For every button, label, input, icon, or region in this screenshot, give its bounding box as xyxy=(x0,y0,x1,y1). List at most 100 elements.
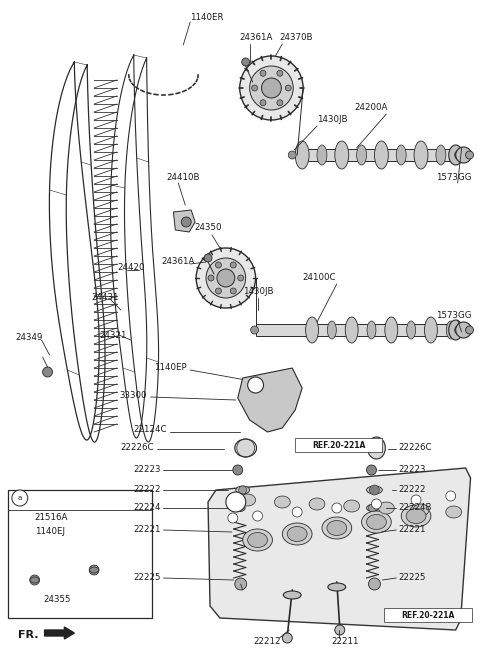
Circle shape xyxy=(247,381,254,389)
Polygon shape xyxy=(255,324,456,336)
Text: 1140EJ: 1140EJ xyxy=(35,528,65,537)
Text: 24349: 24349 xyxy=(15,334,42,343)
Ellipse shape xyxy=(240,494,255,506)
Circle shape xyxy=(282,633,292,643)
Ellipse shape xyxy=(327,321,336,339)
Circle shape xyxy=(369,578,381,590)
Ellipse shape xyxy=(406,509,426,524)
Circle shape xyxy=(12,490,28,506)
Text: 1140ER: 1140ER xyxy=(190,14,224,23)
Circle shape xyxy=(30,575,40,585)
Circle shape xyxy=(233,465,243,475)
Ellipse shape xyxy=(283,591,301,599)
Ellipse shape xyxy=(401,505,431,527)
Text: 24355: 24355 xyxy=(44,596,71,604)
Text: 24350: 24350 xyxy=(194,223,222,232)
Circle shape xyxy=(89,565,99,575)
Circle shape xyxy=(372,499,382,509)
Ellipse shape xyxy=(327,520,347,535)
Ellipse shape xyxy=(345,317,358,343)
Ellipse shape xyxy=(446,506,462,518)
Ellipse shape xyxy=(374,141,388,169)
Circle shape xyxy=(277,100,283,106)
Circle shape xyxy=(235,578,247,590)
Polygon shape xyxy=(173,210,195,232)
Text: 24361A: 24361A xyxy=(161,258,195,267)
Text: 22222: 22222 xyxy=(133,485,160,495)
Polygon shape xyxy=(208,468,470,630)
Ellipse shape xyxy=(407,321,416,339)
Circle shape xyxy=(217,269,235,287)
Text: 22222: 22222 xyxy=(398,485,426,495)
Ellipse shape xyxy=(367,321,376,339)
Circle shape xyxy=(446,491,456,501)
Ellipse shape xyxy=(234,504,245,511)
Circle shape xyxy=(230,288,236,294)
Circle shape xyxy=(285,85,291,91)
Circle shape xyxy=(466,151,473,159)
Text: 22211: 22211 xyxy=(331,637,359,646)
Ellipse shape xyxy=(357,145,367,165)
Ellipse shape xyxy=(449,145,463,165)
Ellipse shape xyxy=(378,502,394,514)
Ellipse shape xyxy=(306,317,319,343)
Ellipse shape xyxy=(235,439,257,457)
Ellipse shape xyxy=(424,317,437,343)
Ellipse shape xyxy=(282,523,312,545)
Circle shape xyxy=(208,275,214,281)
Circle shape xyxy=(456,147,471,163)
Circle shape xyxy=(369,504,376,512)
Text: 22226C: 22226C xyxy=(398,443,432,452)
Text: 1430JB: 1430JB xyxy=(243,288,273,297)
Text: 33300: 33300 xyxy=(119,391,146,400)
Text: 22221: 22221 xyxy=(133,526,160,535)
Text: 24200A: 24200A xyxy=(355,103,388,112)
Circle shape xyxy=(238,275,244,281)
Circle shape xyxy=(292,507,302,517)
Ellipse shape xyxy=(236,486,250,494)
Ellipse shape xyxy=(275,496,290,508)
Bar xyxy=(295,438,383,452)
Circle shape xyxy=(204,254,212,262)
Circle shape xyxy=(455,325,465,335)
Text: 22124C: 22124C xyxy=(133,426,167,434)
Text: 24420: 24420 xyxy=(117,263,144,273)
Text: 24431: 24431 xyxy=(91,293,119,302)
Ellipse shape xyxy=(248,532,267,548)
Circle shape xyxy=(226,492,246,512)
Circle shape xyxy=(230,262,236,268)
Text: 22221: 22221 xyxy=(398,526,426,535)
Text: 22223: 22223 xyxy=(133,465,160,474)
Ellipse shape xyxy=(367,486,383,494)
Ellipse shape xyxy=(368,437,385,459)
Text: 22224: 22224 xyxy=(133,504,160,513)
Circle shape xyxy=(43,367,52,377)
Circle shape xyxy=(239,486,247,494)
Circle shape xyxy=(206,258,246,298)
Circle shape xyxy=(456,322,471,338)
Ellipse shape xyxy=(322,517,352,539)
Text: REF.20-221A: REF.20-221A xyxy=(401,611,455,620)
Circle shape xyxy=(277,70,283,77)
Ellipse shape xyxy=(414,141,428,169)
Ellipse shape xyxy=(361,511,391,533)
Circle shape xyxy=(260,70,266,77)
Text: 1573GG: 1573GG xyxy=(436,173,471,182)
Ellipse shape xyxy=(309,498,325,510)
Text: 1430JB: 1430JB xyxy=(317,116,348,125)
Ellipse shape xyxy=(385,317,398,343)
Text: 22212: 22212 xyxy=(254,637,281,646)
Circle shape xyxy=(367,465,376,475)
Ellipse shape xyxy=(295,141,309,169)
Circle shape xyxy=(248,377,264,393)
Text: 22226C: 22226C xyxy=(120,443,154,452)
Text: 1573GG: 1573GG xyxy=(436,310,471,319)
Text: 24100C: 24100C xyxy=(302,273,336,282)
Circle shape xyxy=(250,66,293,110)
Circle shape xyxy=(252,85,258,91)
Circle shape xyxy=(455,150,465,160)
Ellipse shape xyxy=(396,145,406,165)
Bar xyxy=(384,608,471,622)
Text: 1140EP: 1140EP xyxy=(154,363,186,373)
Bar xyxy=(8,490,152,618)
